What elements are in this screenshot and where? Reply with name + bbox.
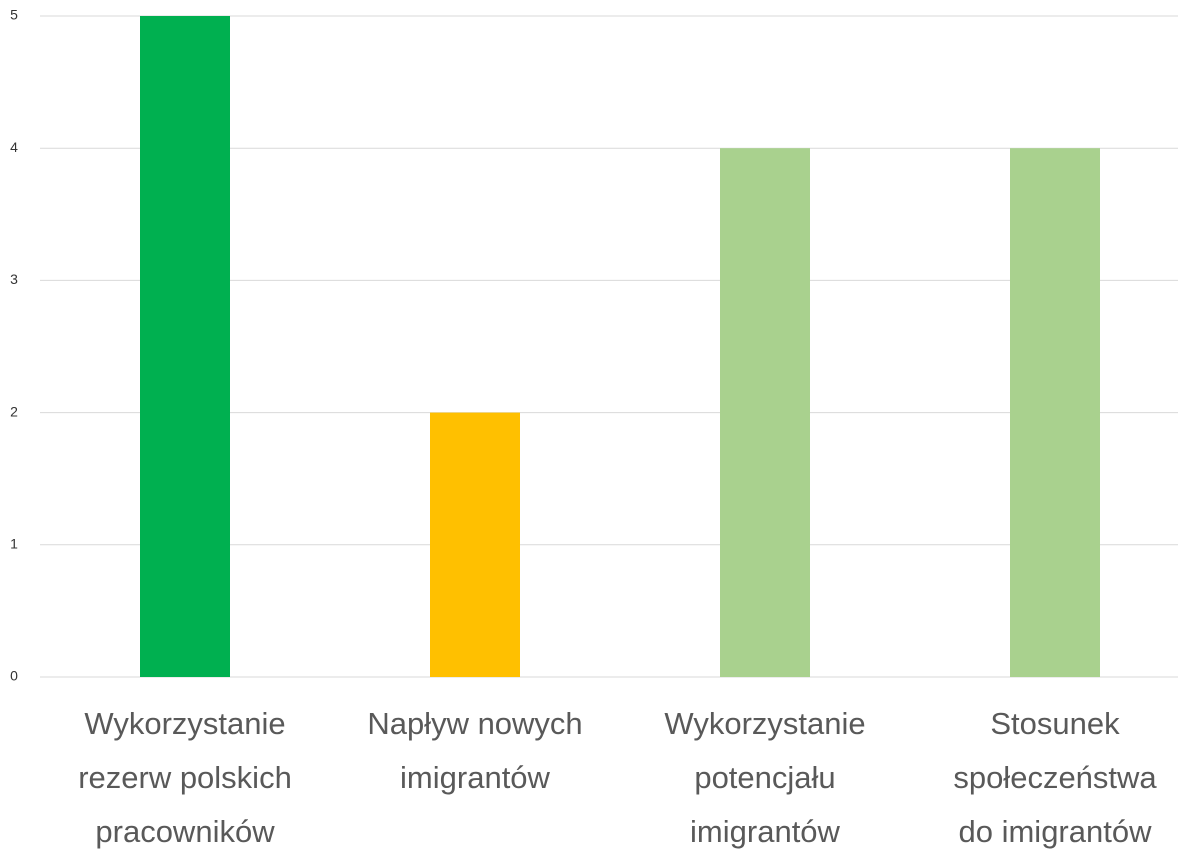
y-tick-label: 4	[10, 139, 18, 155]
bar	[430, 412, 520, 677]
y-tick-label: 3	[10, 271, 18, 287]
x-tick-label: Wykorzystanie potencjału imigrantów	[664, 706, 865, 849]
y-tick-label: 5	[10, 7, 18, 23]
y-tick-label: 2	[10, 403, 18, 419]
x-tick-label: Wykorzystanie rezerw polskich pracowników	[78, 706, 292, 849]
y-tick-label: 1	[10, 536, 18, 552]
bar	[1010, 148, 1100, 677]
bar	[720, 148, 810, 677]
y-tick-label: 0	[10, 668, 18, 684]
x-tick-label: Stosunek społeczeństwa do imigrantów	[953, 706, 1157, 849]
x-tick-label: Napływ nowych imigrantów	[367, 706, 582, 795]
bar	[140, 16, 230, 677]
